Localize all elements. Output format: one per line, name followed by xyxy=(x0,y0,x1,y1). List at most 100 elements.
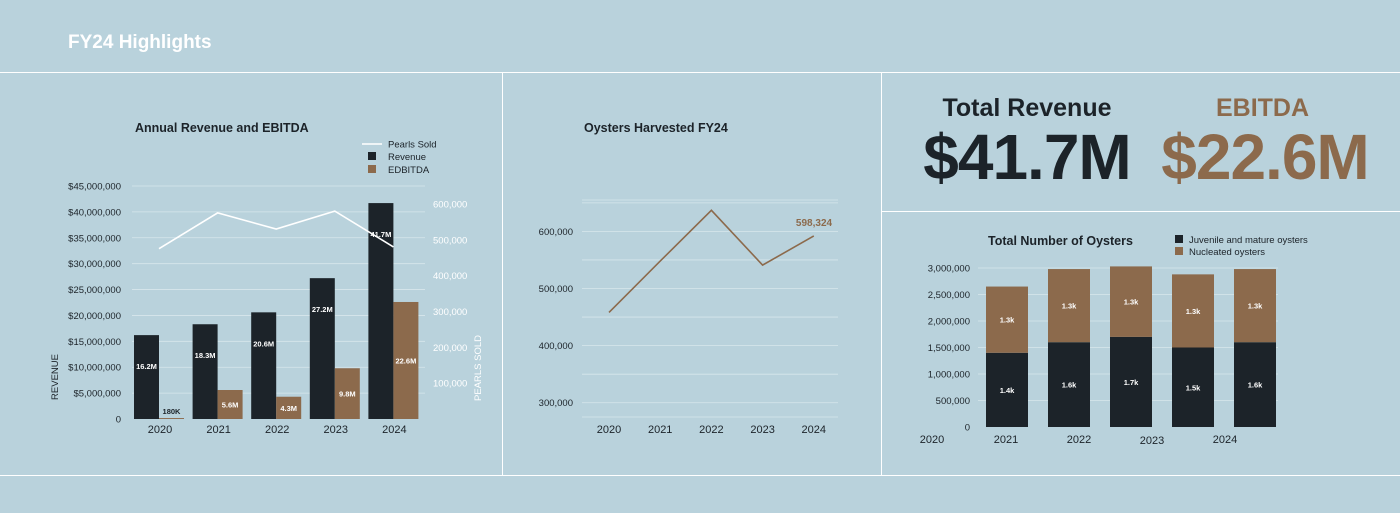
chart1-ebitda-bar xyxy=(393,301,419,419)
kpi-revenue-value: $41.7M xyxy=(923,121,1131,193)
chart1-y2tick-label: 300,000 xyxy=(433,307,467,318)
chart1-ytick-label: $5,000,000 xyxy=(73,389,121,400)
chart1-ytick-label: $40,000,000 xyxy=(68,207,121,218)
chart3-nucleated-bar xyxy=(1234,269,1276,343)
chart3-xtick-label: 2023 xyxy=(1140,435,1164,447)
chart1-ytick-label: $15,000,000 xyxy=(68,337,121,348)
kpi-divider xyxy=(881,211,1400,212)
chart3-ytick-label: 0 xyxy=(965,423,970,434)
chart1-ebitda-data-label: 22.6M xyxy=(395,356,416,365)
chart3-juvenile-bar xyxy=(1172,347,1214,427)
kpi-revenue-label: Total Revenue xyxy=(942,94,1112,122)
chart3-nucleated-data-label: 1.3k xyxy=(1062,302,1077,311)
chart2-xtick-label: 2021 xyxy=(648,424,672,436)
chart3-ytick-label: 2,500,000 xyxy=(928,290,970,301)
chart1-ebitda-bar xyxy=(217,390,243,419)
chart3-xtick-label: 2022 xyxy=(1067,434,1091,446)
chart3-juvenile-data-label: 1.6k xyxy=(1062,381,1077,390)
chart1-ebitda-data-label: 9.8M xyxy=(339,390,356,399)
chart1-legend-swatch xyxy=(368,165,376,173)
chart1-ytick-label: 0 xyxy=(116,415,121,426)
chart1-y2tick-label: 400,000 xyxy=(433,271,467,282)
chart3-juvenile-data-label: 1.7k xyxy=(1124,378,1139,387)
chart1-ebitda-data-label: 5.6M xyxy=(222,401,239,410)
chart1-revenue-data-label: 41.7M xyxy=(370,230,391,239)
chart1-ebitda-data-label: 4.3M xyxy=(280,404,297,413)
chart3-ytick-label: 3,000,000 xyxy=(928,264,970,275)
chart3-nucleated-bar xyxy=(986,286,1028,353)
chart1-xtick-label: 2023 xyxy=(324,424,348,436)
page-title: FY24 Highlights xyxy=(68,32,212,53)
chart1-ytick-label: $20,000,000 xyxy=(68,311,121,322)
chart3-xtick-label: 2024 xyxy=(1213,434,1237,446)
chart1-revenue-bar xyxy=(309,278,335,419)
footer-divider xyxy=(0,475,1400,476)
chart1-legend-label: Pearls Sold xyxy=(388,140,437,151)
chart3-xtick-label: 2021 xyxy=(994,434,1018,446)
chart2-xtick-label: 2023 xyxy=(750,424,774,436)
chart3-nucleated-data-label: 1.3k xyxy=(1000,316,1015,325)
chart1-legend-swatch xyxy=(368,152,376,160)
chart1-ytick-label: $45,000,000 xyxy=(68,182,121,193)
chart3-legend-swatch xyxy=(1175,235,1183,243)
chart1-y2tick-label: 200,000 xyxy=(433,343,467,354)
chart3-juvenile-bar xyxy=(1234,342,1276,427)
chart3-ytick-label: 500,000 xyxy=(936,396,970,407)
chart1-revenue-data-label: 27.2M xyxy=(312,305,333,314)
chart3-juvenile-bar xyxy=(986,352,1028,427)
chart2-ytick-label: 600,000 xyxy=(539,227,573,238)
header-divider xyxy=(0,72,1400,73)
chart1-ytick-label: $30,000,000 xyxy=(68,259,121,270)
chart3-nucleated-bar xyxy=(1172,274,1214,348)
chart1-y2tick-label: 100,000 xyxy=(433,379,467,390)
chart1-revenue-bar xyxy=(134,335,159,419)
chart1-ebitda-bar xyxy=(276,396,302,419)
chart3-legend-label: Nucleated oysters xyxy=(1189,247,1265,258)
chart3-juvenile-bar xyxy=(1048,342,1090,427)
chart1-ebitda-bar xyxy=(334,368,360,419)
chart1-revenue-bar xyxy=(251,312,277,419)
chart3-nucleated-data-label: 1.3k xyxy=(1248,302,1263,311)
panel-divider-right xyxy=(881,72,882,475)
chart2-xtick-label: 2020 xyxy=(597,424,621,436)
chart3-legend-swatch xyxy=(1175,247,1183,255)
chart1-xtick-label: 2021 xyxy=(206,424,230,436)
chart1-legend-label: Revenue xyxy=(388,152,426,163)
chart2-ytick-label: 500,000 xyxy=(539,284,573,295)
chart3-juvenile-data-label: 1.4k xyxy=(1000,386,1015,395)
chart1-ytick-label: $25,000,000 xyxy=(68,285,121,296)
chart3-title: Total Number of Oysters xyxy=(988,234,1133,248)
chart3-ytick-label: 1,000,000 xyxy=(928,370,970,381)
chart1-revenue-bar xyxy=(192,324,218,419)
chart3-ytick-label: 1,500,000 xyxy=(928,343,970,354)
panel-divider-left xyxy=(502,72,503,475)
chart3-ytick-label: 2,000,000 xyxy=(928,317,970,328)
chart1-revenue-data-label: 18.3M xyxy=(195,351,216,360)
chart3-xtick-label: 2020 xyxy=(920,434,944,446)
chart2-ytick-label: 300,000 xyxy=(539,398,573,409)
chart3-nucleated-bar xyxy=(1048,269,1090,343)
chart3-juvenile-bar xyxy=(1110,336,1152,427)
chart3-juvenile-data-label: 1.5k xyxy=(1186,383,1201,392)
chart1-xtick-label: 2022 xyxy=(265,424,289,436)
chart1-legend-label: EDBITDA xyxy=(388,165,430,176)
chart1-revenue-data-label: 16.2M xyxy=(136,362,157,371)
kpi-ebitda-value: $22.6M xyxy=(1161,121,1369,193)
chart1-y2label: PEARLS SOLD xyxy=(473,335,484,401)
chart1-pearls-sold-line xyxy=(158,210,394,250)
chart3-nucleated-data-label: 1.3k xyxy=(1186,307,1201,316)
chart1-y2tick-label: 500,000 xyxy=(433,235,467,246)
chart2-title: Oysters Harvested FY24 xyxy=(584,121,728,135)
chart2-xtick-label: 2022 xyxy=(699,424,723,436)
chart2-ytick-label: 400,000 xyxy=(539,341,573,352)
chart2-annotation: 598,324 xyxy=(796,218,833,229)
chart1-ytick-label: $10,000,000 xyxy=(68,363,121,374)
chart2-line xyxy=(608,209,815,314)
chart1-revenue-data-label: 20.6M xyxy=(253,339,274,348)
kpi-ebitda-label: EBITDA xyxy=(1215,94,1310,122)
chart3-nucleated-data-label: 1.3k xyxy=(1124,298,1139,307)
chart2-xtick-label: 2024 xyxy=(802,424,826,436)
chart1-title: Annual Revenue and EBITDA xyxy=(135,121,309,135)
chart1-ylabel: REVENUE xyxy=(50,354,61,400)
